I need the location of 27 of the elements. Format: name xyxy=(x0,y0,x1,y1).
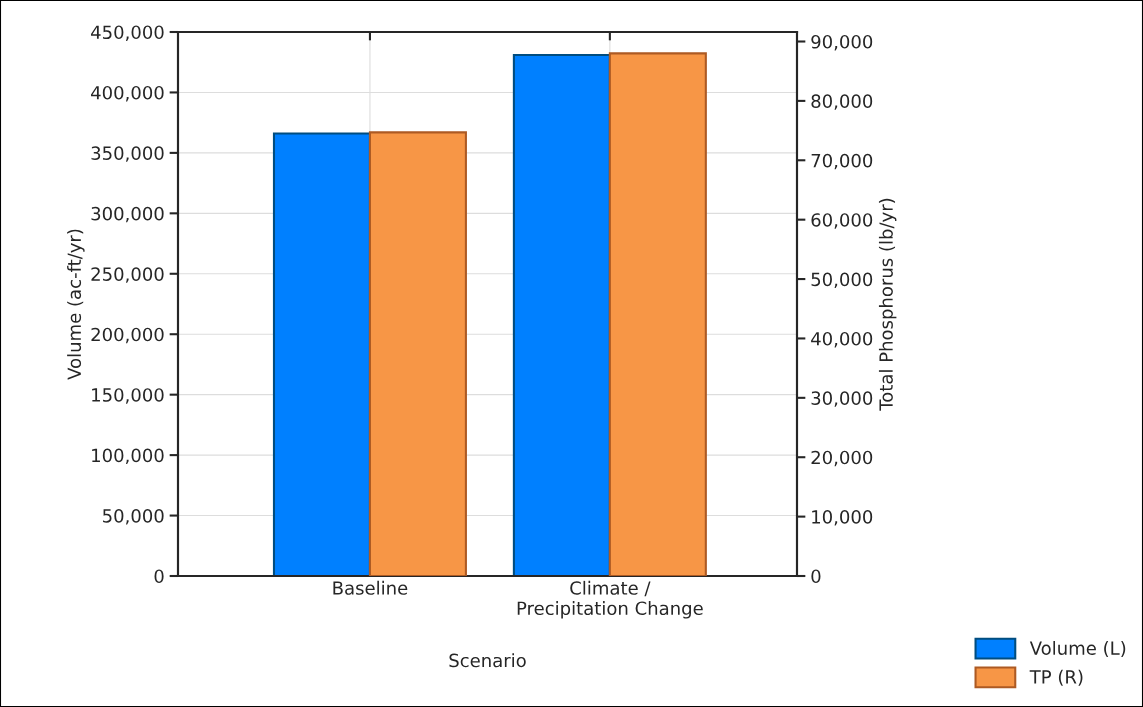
y-tick-label: 150,000 xyxy=(92,388,164,404)
y-tick-label: 400,000 xyxy=(91,85,164,102)
y2-tick-label: 50,000 xyxy=(811,272,873,289)
y-tick-label: 350,000 xyxy=(91,146,164,162)
y-tick-label: 100,000 xyxy=(92,448,164,465)
y2-tick-label: 30,000 xyxy=(811,391,873,407)
y-tick-label: 450,000 xyxy=(91,25,164,41)
y2-axis-title: Total Phosphorus (lb/yr) xyxy=(878,198,897,411)
y2-tick-label: 10,000 xyxy=(812,510,873,526)
y-tick-label: 300,000 xyxy=(91,206,164,223)
y2-tick-label: 70,000 xyxy=(811,153,873,170)
legend-label: Volume (L) xyxy=(1029,641,1126,658)
y-tick-label: 50,000 xyxy=(103,509,164,525)
y-tick-label: 0 xyxy=(154,569,164,584)
y-tick-label: 250,000 xyxy=(91,267,164,283)
y2-tick-label: 0 xyxy=(811,569,821,584)
x-axis-title: Scenario xyxy=(449,653,526,668)
y2-tick-label: 80,000 xyxy=(811,94,873,110)
y2-tick-label: 60,000 xyxy=(811,213,873,229)
legend-label: TP (R) xyxy=(1029,669,1083,686)
y-tick-label: 200,000 xyxy=(91,327,164,344)
y2-tick-label: 40,000 xyxy=(811,331,873,348)
y2-tick-label: 20,000 xyxy=(811,450,873,467)
x-tick-label: Baseline xyxy=(333,580,408,595)
y-axis-title: Volume (ac-ft/yr) xyxy=(67,229,85,380)
x-tick-label: Climate / Precipitation Change xyxy=(517,580,703,619)
y2-tick-label: 90,000 xyxy=(811,34,873,51)
